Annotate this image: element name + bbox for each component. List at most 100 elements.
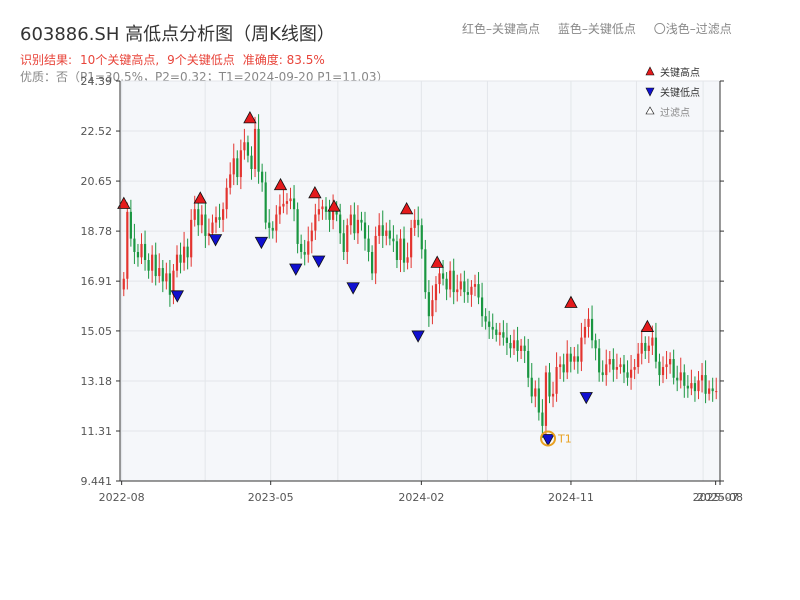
- candle-body: [509, 342, 512, 349]
- candle-body: [523, 345, 526, 351]
- candle-body: [456, 289, 459, 293]
- candle-body: [537, 388, 540, 413]
- candle-body: [654, 337, 658, 362]
- candle-body: [204, 214, 207, 236]
- candle-body: [175, 254, 179, 271]
- candle-body: [569, 353, 572, 362]
- key-high-marker: [327, 199, 341, 212]
- candle-body: [356, 219, 360, 234]
- candle-body: [317, 209, 320, 215]
- candle-body: [644, 342, 647, 351]
- candle-body: [576, 356, 579, 362]
- candle-body: [236, 158, 239, 178]
- candle-body: [417, 219, 420, 226]
- candle-body: [186, 246, 189, 258]
- legend-filtered-icon: [645, 106, 655, 115]
- candle-body: [307, 241, 310, 255]
- candle-body: [122, 278, 125, 290]
- x-tick-label: 2023-05: [248, 491, 294, 504]
- x-tick-label: 2024-11: [548, 491, 594, 504]
- candle-body: [683, 372, 686, 386]
- candle-body: [697, 380, 700, 392]
- candle-body: [353, 214, 356, 234]
- candle-body: [300, 243, 303, 252]
- candle-body: [239, 150, 242, 178]
- candle-body: [605, 364, 608, 376]
- candle-body: [225, 187, 228, 210]
- candle-body: [147, 260, 150, 271]
- legend-label: 关键低点: [660, 86, 700, 99]
- candle-body: [381, 225, 384, 236]
- header-legend-high: 红色–关键高点: [462, 22, 541, 36]
- candle-body: [669, 359, 672, 365]
- candle-body: [264, 182, 267, 223]
- candle-body: [395, 241, 399, 261]
- y-tick-label: 9.441: [81, 475, 113, 488]
- y-tick-label: 22.52: [81, 125, 113, 138]
- candle-body: [626, 372, 629, 378]
- candle-body: [708, 388, 711, 394]
- candle-body: [498, 332, 501, 335]
- candle-body: [573, 356, 576, 362]
- candle-body: [303, 251, 306, 255]
- candle-body: [324, 206, 328, 212]
- candle-body: [541, 412, 544, 426]
- candle-body: [420, 225, 423, 250]
- candle-body: [715, 391, 718, 393]
- candle-body: [406, 257, 409, 263]
- candle-body: [335, 209, 338, 215]
- legend-label: 关键高点: [660, 66, 700, 79]
- candle-body: [449, 270, 452, 290]
- candle-body: [520, 345, 523, 351]
- candle-body: [257, 128, 260, 172]
- candle-body: [211, 222, 214, 234]
- candle-body: [140, 243, 143, 258]
- candle-body: [690, 383, 693, 389]
- result-prefix: 识别结果:: [20, 53, 73, 67]
- candle-body: [197, 209, 200, 226]
- key-high-marker: [640, 319, 655, 332]
- candle-body: [214, 217, 218, 223]
- candle-body: [413, 219, 416, 228]
- candle-body: [207, 233, 211, 236]
- candle-body: [314, 214, 317, 231]
- candle-body: [619, 364, 622, 368]
- candle-body: [640, 342, 643, 354]
- result-highs: 10个关键高点,: [80, 53, 160, 67]
- candle-body: [534, 388, 537, 397]
- candle-body: [566, 353, 569, 373]
- candle-body: [222, 209, 225, 220]
- key-markers: T1: [117, 111, 655, 447]
- key-low-marker: [254, 236, 269, 250]
- candle-body: [551, 393, 555, 397]
- x-tick-label: 2024-02: [398, 491, 444, 504]
- candle-body: [218, 217, 221, 220]
- key-low-marker: [289, 263, 303, 276]
- candle-body: [459, 281, 462, 290]
- candle-body: [480, 297, 484, 317]
- candle-body: [349, 214, 352, 226]
- candle-body: [143, 243, 147, 261]
- candle-body: [328, 211, 331, 220]
- chart-title: 603886.SH 高低点分析图（周K线图）: [20, 24, 335, 45]
- candle-body: [232, 158, 235, 175]
- candle-body: [190, 219, 193, 258]
- candle-body: [587, 318, 590, 327]
- candle-body: [505, 337, 509, 343]
- candle-body: [296, 209, 299, 244]
- candle-body: [310, 230, 313, 242]
- candle-body: [608, 359, 611, 365]
- candle-body: [633, 367, 636, 370]
- candle-body: [399, 238, 402, 261]
- legend-label: 过滤点: [660, 106, 690, 119]
- candle-body: [612, 359, 615, 370]
- candle-body: [431, 300, 434, 317]
- y-tick-label: 16.91: [81, 275, 113, 288]
- candle-body: [629, 369, 633, 378]
- result-lows: 9个关键低点: [167, 53, 235, 67]
- candle-body: [484, 316, 487, 322]
- candle-body: [275, 214, 278, 231]
- candle-body: [182, 246, 186, 263]
